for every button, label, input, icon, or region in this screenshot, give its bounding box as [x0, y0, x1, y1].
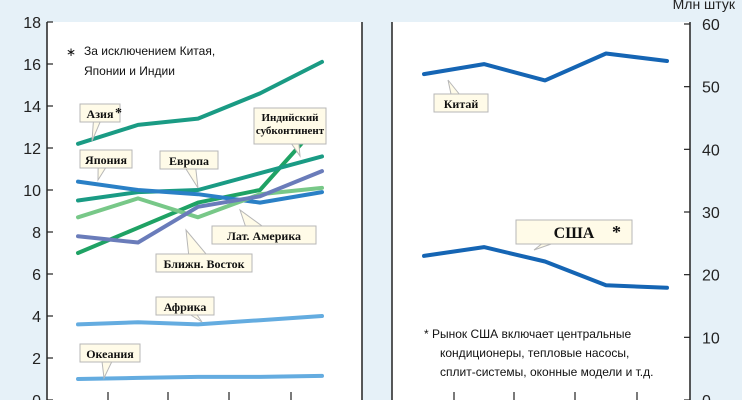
left-note-line-2: Японии и Индии: [84, 64, 175, 78]
series-line-европа: [76, 154, 324, 203]
series-label-japan: Япония: [79, 149, 133, 182]
svg-text:Европа: Европа: [169, 154, 209, 168]
left-y-tick-label: 10: [23, 183, 41, 200]
right-y-axis-unit: Млн штук: [673, 0, 736, 12]
right-note-line-1: * Рынок США включает центральные: [424, 327, 631, 341]
series-line-ближн-восток: [76, 169, 324, 245]
svg-text:Африка: Африка: [164, 300, 207, 314]
series-label-europe: Европа: [159, 150, 219, 189]
right-note: * Рынок США включает центральные кондици…: [424, 327, 653, 379]
right-y-tick-label: 20: [702, 268, 720, 285]
left-y-tick-label: 8: [32, 225, 41, 242]
series-label-oceania: Океания: [79, 343, 141, 380]
svg-text:Китай: Китай: [444, 97, 479, 111]
right-y-tick-label: 60: [702, 17, 720, 34]
series-line-китай: [422, 51, 669, 83]
svg-text:Ближн. Восток: Ближн. Восток: [163, 257, 244, 271]
left-y-tick-label: 4: [32, 309, 41, 326]
right-y-tick-label: 10: [702, 330, 720, 347]
right-y-tick-label: 40: [702, 142, 720, 159]
series-line-япония: [76, 179, 324, 205]
left-y-tick-label: 2: [32, 351, 41, 368]
right-note-line-2: кондиционеры, тепловые насосы,: [440, 346, 629, 360]
svg-text:Япония: Япония: [85, 153, 127, 167]
left-note: ∗ За исключением Китая, Японии и Индии: [66, 44, 215, 78]
left-y-tick-label: 18: [23, 15, 41, 32]
series-label-usa: США *: [515, 219, 633, 251]
right-note-line-3: сплит-системы, оконные модели и т.д.: [440, 365, 653, 379]
left-y-tick-label: 16: [23, 57, 41, 74]
svg-text:Индийский: Индийский: [261, 112, 319, 124]
svg-text:Азия: Азия: [87, 107, 114, 121]
svg-text:США: США: [554, 225, 595, 242]
left-y-tick-label: 0: [32, 393, 41, 400]
svg-text:Океания: Океания: [86, 347, 134, 361]
series-label-lat-america: Лат. Америка: [211, 208, 317, 245]
left-note-star: ∗: [66, 45, 76, 59]
left-y-tick-label: 12: [23, 141, 41, 158]
svg-text:Лат. Америка: Лат. Америка: [227, 229, 301, 243]
series-line-азия: [76, 59, 324, 146]
left-y-tick-label: 6: [32, 267, 41, 284]
series-line-лат-америка: [76, 185, 324, 220]
right-plot-area: [392, 22, 690, 400]
right-y-tick-label: 0: [702, 393, 711, 400]
series-label-africa: Африка: [155, 296, 215, 323]
right-y-tick-label: 30: [702, 205, 720, 222]
series-line-африка: [76, 314, 324, 327]
left-y-tick-label: 14: [23, 99, 41, 116]
svg-text:*: *: [115, 106, 122, 121]
series-line-сша: [422, 245, 669, 290]
series-label-china: Китай: [433, 79, 489, 113]
series-line-океания: [76, 373, 324, 381]
right-y-tick-label: 50: [702, 80, 720, 97]
svg-text:*: *: [612, 222, 621, 242]
series-label-asia: Азия *: [79, 103, 122, 142]
left-note-line-1: За исключением Китая,: [84, 44, 215, 58]
series-label-middle-east: Ближн. Восток: [155, 228, 253, 273]
svg-text:субконтинент: субконтинент: [256, 125, 325, 137]
